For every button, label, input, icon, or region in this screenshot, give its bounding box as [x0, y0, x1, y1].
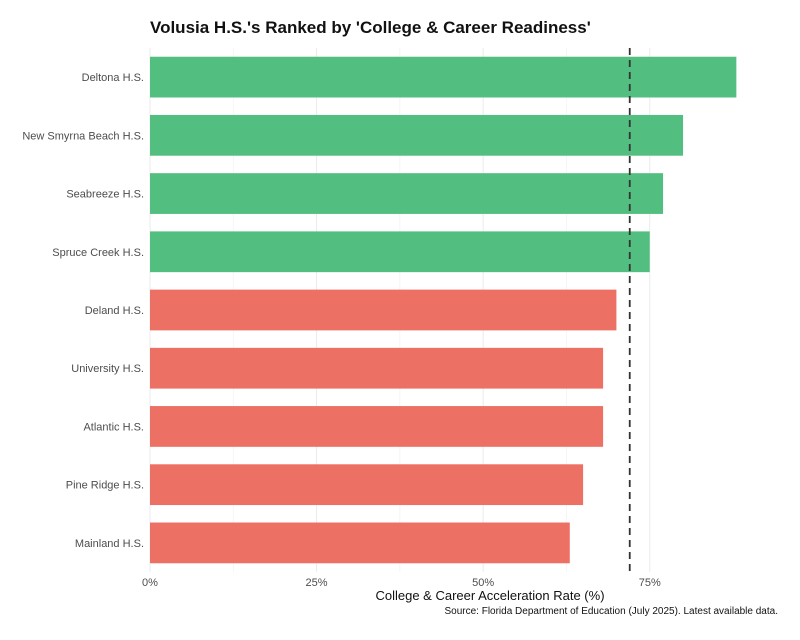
bar: [150, 522, 570, 564]
category-tick-label: Atlantic H.S.: [83, 421, 144, 433]
category-tick-label: University H.S.: [71, 363, 144, 375]
category-tick-label: Pine Ridge H.S.: [66, 480, 144, 492]
category-tick-label: Deltona H.S.: [82, 72, 144, 84]
bar: [150, 173, 664, 214]
category-tick-label: Mainland H.S.: [75, 538, 144, 550]
bar: [150, 464, 584, 506]
category-tick-label: New Smyrna Beach H.S.: [22, 130, 144, 142]
x-tick-label: 0%: [142, 577, 158, 589]
category-tick-label: Spruce Creek H.S.: [52, 247, 144, 259]
chart-title: Volusia H.S.'s Ranked by 'College & Care…: [150, 18, 591, 37]
bar: [150, 289, 617, 331]
x-tick-labels: 0% 25% 50% 75%: [142, 577, 661, 589]
category-tick-label: Deland H.S.: [85, 305, 144, 317]
x-axis-label: College & Career Acceleration Rate (%): [375, 588, 605, 603]
x-tick-label: 50%: [472, 577, 494, 589]
category-tick-label: Seabreeze H.S.: [66, 189, 144, 201]
x-tick-label: 25%: [306, 577, 328, 589]
bar: [150, 56, 737, 98]
category-labels: Deltona H.S. New Smyrna Beach H.S. Seabree…: [22, 72, 144, 550]
bar: [150, 231, 650, 273]
bar: [150, 347, 604, 389]
bars: [150, 56, 737, 564]
bar: [150, 406, 604, 447]
x-tick-label: 75%: [639, 577, 661, 589]
bar: [150, 114, 684, 156]
source-caption: Source: Florida Department of Education …: [444, 606, 778, 617]
